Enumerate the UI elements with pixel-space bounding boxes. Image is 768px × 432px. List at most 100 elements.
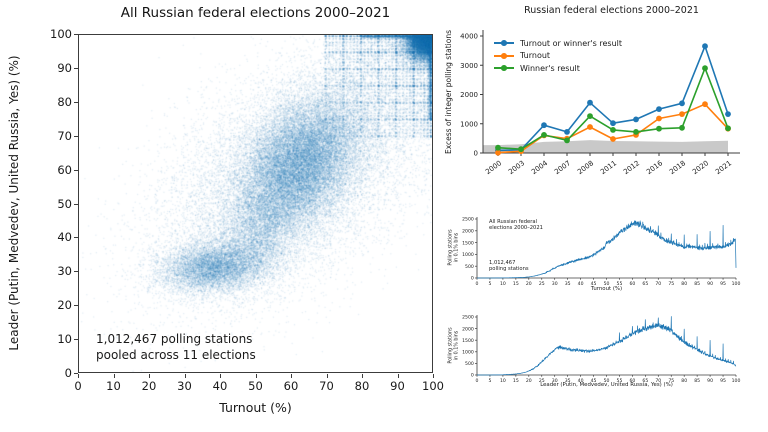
x-tick-mark <box>326 374 328 378</box>
ylabel-line-1: Polling stations <box>448 229 454 266</box>
y-tick-label: 2500 <box>462 315 474 321</box>
series-line-0 <box>497 45 729 152</box>
legend-line-marker-icon <box>494 52 514 60</box>
x-tick-mark <box>255 374 257 378</box>
x-tick-label: 2000 <box>484 159 503 176</box>
y-tick-label: 1000 <box>460 120 478 128</box>
y-tick-mark <box>74 237 78 239</box>
y-tick-label: 80 <box>57 94 72 109</box>
series-marker <box>702 65 708 72</box>
x-tick-label: 15 <box>513 378 519 384</box>
x-tick-label: 55 <box>617 281 623 287</box>
y-tick-label: 2500 <box>462 217 474 223</box>
turnout-hist-annotation: All Russian federal elections 2000–2021 <box>489 219 543 232</box>
leader-hist-y-axis-label: Polling stations in 0.1% bins <box>449 316 460 376</box>
x-tick-mark <box>291 374 292 378</box>
main-plot-area <box>78 34 433 373</box>
series-marker <box>656 125 662 132</box>
y-tick-label: 500 <box>465 264 474 270</box>
x-tick-label: 35 <box>565 378 571 384</box>
series-marker <box>679 100 685 107</box>
ylabel-line-2: in 0.1% bins <box>454 232 460 263</box>
x-tick-label: 85 <box>694 378 700 384</box>
annotation-line-1: All Russian federal <box>489 219 537 225</box>
y-tick-mark <box>74 135 78 137</box>
main-y-axis-label: Leader (Putin, Medvedev, United Russia, … <box>7 55 21 351</box>
x-tick-label: 60 <box>629 281 635 287</box>
series-marker <box>564 129 570 135</box>
y-tick-mark <box>74 67 78 69</box>
series-marker <box>518 148 524 155</box>
turnout-hist-x-axis-label: Turnout (%) <box>590 286 623 292</box>
y-tick-label: 90 <box>57 60 72 75</box>
series-marker <box>702 43 708 50</box>
turnout-hist-y-axis-label: Polling stations in 0.1% bins <box>449 218 460 278</box>
series-marker <box>679 111 685 117</box>
series-marker <box>656 106 662 112</box>
x-tick-label: 50 <box>248 379 263 393</box>
y-tick-label: 20 <box>57 298 72 313</box>
series-marker <box>495 147 501 154</box>
annotation-line-1: 1,012,467 polling stations <box>96 332 253 346</box>
y-tick-label: 0 <box>474 150 478 158</box>
leader-histogram-chart: 0 500 1000 1500 2000 2500 0 5 10 15 20 25 30 35 40 45 50… <box>462 315 741 384</box>
y-tick-label: 70 <box>57 128 72 143</box>
legend-item-turnout-or-winner: Turnout or winner's result <box>494 37 622 50</box>
series-marker <box>541 122 547 129</box>
x-tick-label: 30 <box>552 281 558 287</box>
x-tick-label: 10 <box>500 281 506 287</box>
x-tick-label: 75 <box>668 378 674 384</box>
series-marker <box>679 124 685 131</box>
series-marker <box>518 146 524 153</box>
series-marker <box>587 113 593 119</box>
x-tick-label: 35 <box>565 281 571 287</box>
x-tick-label: 0 <box>74 379 82 393</box>
series-marker <box>610 126 616 133</box>
x-tick-mark <box>113 374 115 378</box>
x-tick-label: 100 <box>732 378 741 384</box>
y-tick-label: 3000 <box>460 62 478 70</box>
x-tick-label: 40 <box>578 281 584 287</box>
y-tick-mark <box>74 339 78 341</box>
x-tick-label: 2020 <box>691 159 710 176</box>
y-tick-label: 40 <box>57 230 72 245</box>
x-tick-mark <box>362 374 363 378</box>
legend-item-winner: Winner's result <box>494 62 622 75</box>
legend-line-marker-icon <box>494 64 514 72</box>
legend-item-turnout: Turnout <box>494 50 622 63</box>
x-tick-label: 75 <box>668 281 674 287</box>
y-tick-label: 0 <box>64 366 72 380</box>
series-marker <box>633 116 639 123</box>
x-tick-label: 5 <box>488 378 491 384</box>
annotation-line-2: polling stations <box>489 266 529 273</box>
x-tick-label: 100 <box>422 379 444 393</box>
scatter-density-canvas <box>79 35 432 372</box>
x-tick-label: 40 <box>212 379 228 393</box>
x-tick-label: 20 <box>526 378 532 384</box>
series-marker <box>725 111 731 117</box>
x-tick-label: 90 <box>707 378 713 384</box>
series-marker <box>495 149 501 156</box>
x-tick-label: 65 <box>642 378 648 384</box>
x-tick-label: 2016 <box>645 159 665 176</box>
annotation-line-1: 1,012,467 <box>489 260 516 266</box>
y-tick-label: 1000 <box>462 252 474 258</box>
x-tick-mark <box>433 374 434 378</box>
excess-chart-title: Russian federal elections 2000–2021 <box>524 5 699 16</box>
main-x-axis-label: Turnout (%) <box>219 400 292 415</box>
series-marker <box>656 115 662 122</box>
excess-chart-legend: Turnout or winner's result Turnout Winne… <box>494 37 622 75</box>
x-tick-label: 95 <box>720 378 726 384</box>
x-tick-label: 70 <box>655 378 661 384</box>
x-tick-label: 65 <box>642 281 648 287</box>
main-annotation: 1,012,467 polling stations pooled across… <box>96 331 256 363</box>
y-tick-label: 2000 <box>462 229 474 235</box>
x-tick-label: 30 <box>177 379 192 393</box>
turnout-hist-count-annotation: 1,012,467 polling stations <box>489 260 529 273</box>
x-tick-label: 45 <box>591 378 597 384</box>
x-tick-label: 95 <box>720 281 726 287</box>
y-tick-label: 500 <box>465 361 474 367</box>
series-marker <box>495 144 501 151</box>
x-tick-label: 90 <box>390 379 405 393</box>
